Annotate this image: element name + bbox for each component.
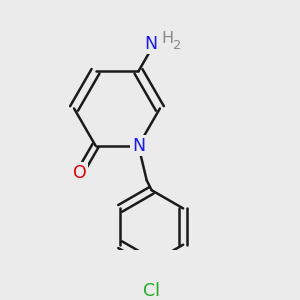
Text: 2: 2	[173, 39, 182, 52]
Text: O: O	[73, 164, 87, 182]
Text: Cl: Cl	[143, 282, 160, 300]
Text: N: N	[144, 35, 158, 53]
Text: H: H	[161, 31, 173, 46]
Text: N: N	[132, 136, 145, 154]
